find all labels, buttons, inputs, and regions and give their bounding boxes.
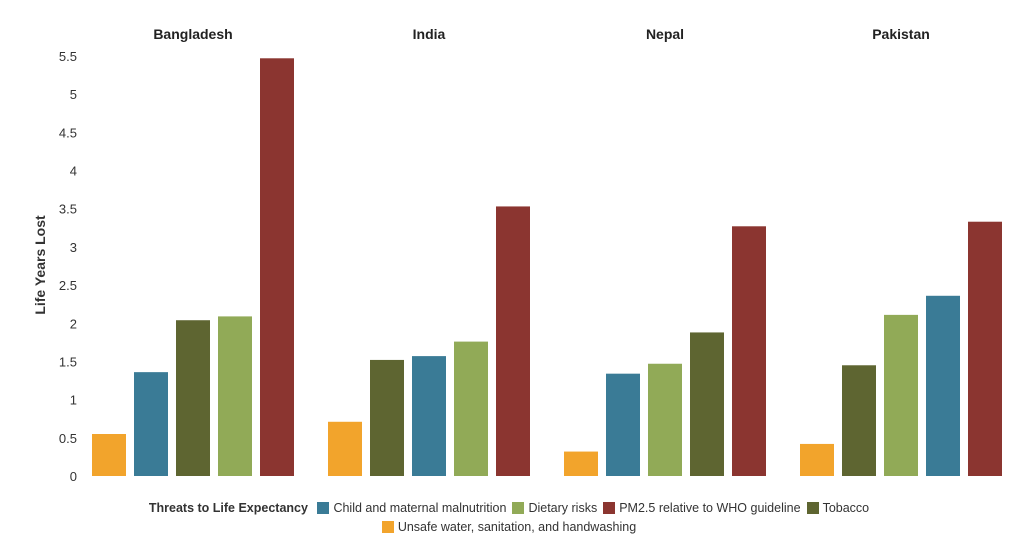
- bar-dietary: [454, 341, 488, 476]
- legend-item-tobacco: Tobacco: [806, 499, 870, 518]
- legend-swatch: [603, 502, 616, 514]
- legend-swatch: [806, 502, 819, 514]
- bar-child: [926, 295, 960, 476]
- y-tick-label: 2.5: [59, 278, 77, 293]
- group-label: Nepal: [646, 26, 684, 42]
- y-tick-label: 0: [70, 469, 77, 484]
- bar-dietary: [648, 363, 682, 476]
- legend-label: Tobacco: [822, 501, 870, 515]
- legend-item-water: Unsafe water, sanitation, and handwashin…: [381, 518, 637, 537]
- bar-tobacco: [842, 365, 876, 476]
- y-axis: 0 0.5 1 1.5 2 2.5 3 3.5 4 4.5 5 5.5: [59, 49, 77, 484]
- legend-row-1: Threats to Life Expectancy Child and mat…: [0, 499, 1024, 518]
- y-tick-label: 2: [70, 316, 77, 331]
- bar-dietary: [218, 316, 252, 476]
- group-label: Pakistan: [872, 26, 930, 42]
- y-tick-label: 3: [70, 240, 77, 255]
- bar-child: [606, 373, 640, 476]
- y-tick-label: 5.5: [59, 49, 77, 64]
- bar-water: [328, 421, 362, 476]
- bar-child: [412, 356, 446, 476]
- bar-water: [92, 434, 126, 476]
- y-tick-label: 1.5: [59, 354, 77, 369]
- legend: Threats to Life Expectancy Child and mat…: [0, 499, 1024, 537]
- legend-swatch: [381, 521, 394, 533]
- bar-tobacco: [690, 332, 724, 476]
- legend-label: Dietary risks: [528, 501, 598, 515]
- legend-title: Threats to Life Expectancy: [148, 501, 308, 515]
- legend-item-pm25: PM2.5 relative to WHO guideline: [603, 499, 801, 518]
- legend-label: Unsafe water, sanitation, and handwashin…: [397, 520, 637, 534]
- group-pakistan: Pakistan: [800, 26, 1002, 476]
- bar-water: [564, 451, 598, 476]
- group-label: India: [413, 26, 446, 42]
- y-tick-label: 4.5: [59, 125, 77, 140]
- bar-pm25: [732, 226, 766, 476]
- group-nepal: Nepal: [564, 26, 766, 476]
- bar-tobacco: [176, 320, 210, 476]
- bar-water: [800, 443, 834, 476]
- group-india: India: [328, 26, 530, 476]
- chart-groups: Bangladesh India Nepal Pakistan: [92, 26, 1002, 477]
- bar-pm25: [496, 206, 530, 476]
- y-tick-label: 5: [70, 87, 77, 102]
- legend-label: Child and maternal malnutrition: [333, 501, 507, 515]
- legend-label: PM2.5 relative to WHO guideline: [619, 501, 801, 515]
- bar-tobacco: [370, 359, 404, 476]
- y-tick-label: 0.5: [59, 431, 77, 446]
- bar-dietary: [884, 314, 918, 476]
- legend-item-dietary: Dietary risks: [512, 499, 597, 518]
- bar-chart: 0 0.5 1 1.5 2 2.5 3 3.5 4 4.5 5 5.5 Bangladesh India…: [32, 26, 1002, 484]
- y-axis-title: Life Years Lost: [32, 215, 48, 315]
- y-tick-label: 4: [70, 164, 77, 179]
- bar-pm25: [260, 58, 294, 477]
- legend-row-2: Unsafe water, sanitation, and handwashin…: [0, 518, 1024, 537]
- legend-swatch: [512, 502, 525, 514]
- y-tick-label: 1: [70, 393, 77, 408]
- legend-item-child: Child and maternal malnutrition: [317, 499, 506, 518]
- legend-swatch: [317, 502, 330, 514]
- y-tick-label: 3.5: [59, 202, 77, 217]
- group-label: Bangladesh: [153, 26, 232, 42]
- bar-child: [134, 372, 168, 476]
- group-bangladesh: Bangladesh: [92, 26, 294, 477]
- bar-pm25: [968, 221, 1002, 476]
